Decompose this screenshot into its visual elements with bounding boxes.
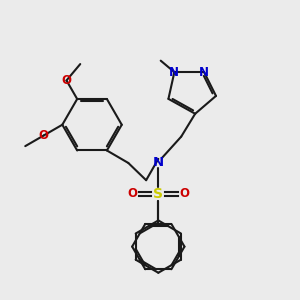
- Text: S: S: [153, 187, 163, 201]
- Text: O: O: [39, 129, 49, 142]
- Text: N: N: [169, 66, 179, 79]
- Text: N: N: [153, 156, 164, 169]
- Text: O: O: [128, 188, 138, 200]
- Text: O: O: [61, 74, 71, 87]
- Text: N: N: [199, 66, 209, 79]
- Text: O: O: [179, 188, 189, 200]
